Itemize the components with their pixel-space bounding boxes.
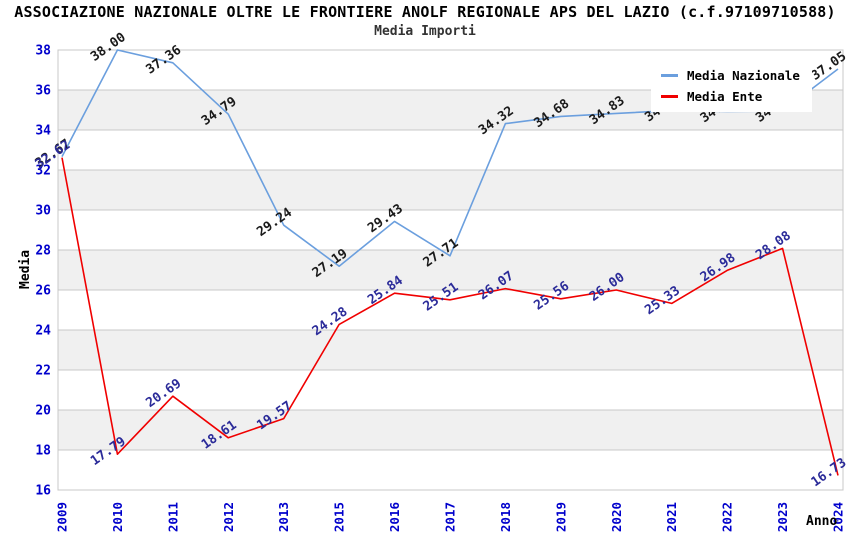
legend-label: Media Ente xyxy=(687,89,763,104)
x-tick-label: 2015 xyxy=(332,502,347,532)
y-tick-label: 34 xyxy=(35,124,51,139)
y-tick-label: 30 xyxy=(35,204,51,219)
y-tick-label: 24 xyxy=(35,324,51,339)
x-tick-label: 2023 xyxy=(775,502,790,532)
x-tick-label: 2011 xyxy=(165,502,180,532)
x-axis-title: Anno xyxy=(806,514,838,529)
legend-item-media-nazionale: Media Nazionale xyxy=(661,68,800,83)
point-label: 37.36 xyxy=(143,43,184,78)
x-tick-label: 2022 xyxy=(720,502,735,532)
y-tick-label: 18 xyxy=(35,444,51,459)
y-tick-label: 38 xyxy=(35,44,51,59)
legend-item-media-ente: Media Ente xyxy=(661,89,800,104)
x-tick-label: 2020 xyxy=(609,502,624,532)
legend-swatch xyxy=(661,95,678,98)
y-tick-label: 36 xyxy=(35,84,51,99)
x-tick-label: 2017 xyxy=(443,502,458,532)
y-tick-label: 32 xyxy=(35,164,51,179)
plot-band xyxy=(58,330,843,370)
plot-band xyxy=(58,410,843,450)
y-tick-label: 16 xyxy=(35,484,51,499)
y-tick-label: 28 xyxy=(35,244,51,259)
x-tick-label: 2009 xyxy=(55,502,70,532)
plot-band xyxy=(58,170,843,210)
legend-label: Media Nazionale xyxy=(687,68,800,83)
plot-band xyxy=(58,250,843,290)
x-tick-label: 2012 xyxy=(221,502,236,532)
x-tick-label: 2013 xyxy=(276,502,291,532)
y-tick-label: 22 xyxy=(35,364,51,379)
chart-title: ASSOCIAZIONE NAZIONALE OLTRE LE FRONTIER… xyxy=(14,3,836,21)
legend: Media Nazionale Media Ente xyxy=(651,58,812,112)
x-tick-label: 2021 xyxy=(664,502,679,532)
x-tick-label: 2016 xyxy=(387,502,402,532)
y-tick-label: 20 xyxy=(35,404,51,419)
x-tick-label: 2018 xyxy=(498,502,513,532)
series-line-media-ente xyxy=(61,157,839,476)
x-tick-label: 2019 xyxy=(553,502,568,532)
x-tick-label: 2010 xyxy=(110,502,125,532)
chart-subtitle: Media Importi xyxy=(374,24,476,39)
legend-swatch xyxy=(661,74,678,77)
plot-border xyxy=(57,49,844,491)
point-label: 32.62 xyxy=(33,138,74,173)
y-axis-title: Media xyxy=(18,249,33,289)
y-tick-label: 26 xyxy=(35,284,51,299)
x-tick-label: 2024 xyxy=(831,502,846,532)
